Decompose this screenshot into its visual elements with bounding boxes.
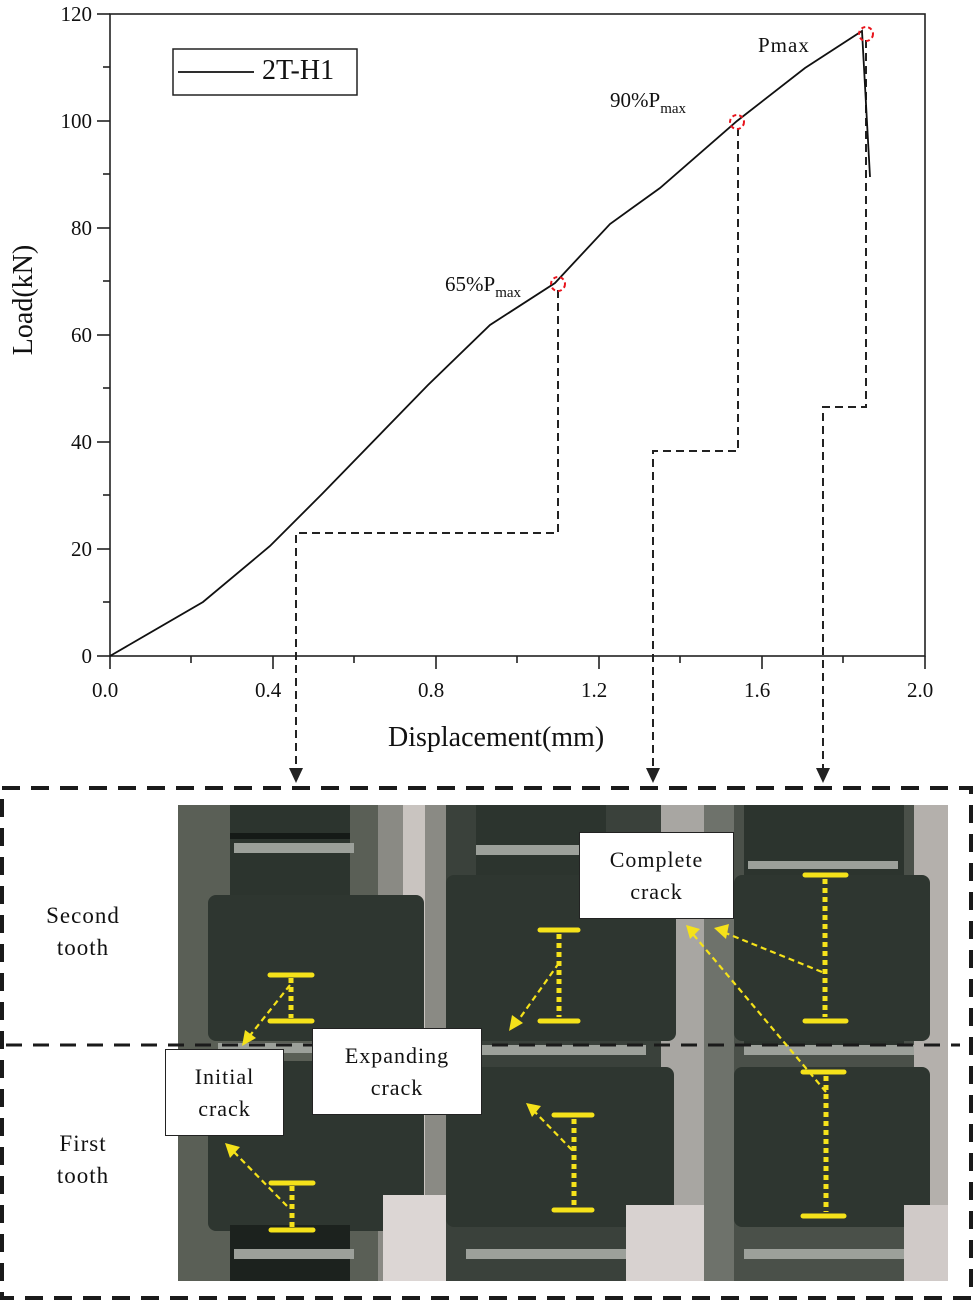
guide-90pmax xyxy=(652,128,739,770)
marker-65pmax xyxy=(550,276,566,292)
x-tick-label: 0.0 xyxy=(92,678,119,702)
y-tick-label: 40 xyxy=(71,430,92,454)
row-label-second-tooth: Second tooth xyxy=(46,903,120,960)
marker-circles xyxy=(550,26,874,292)
y-axis-title: Load(kN) xyxy=(8,244,39,356)
annotation-pmax: Pmax xyxy=(758,33,810,57)
arrow-down-icon xyxy=(646,768,660,783)
x-tick-label: 2.0 xyxy=(907,678,934,702)
x-tick-label: 1.2 xyxy=(581,678,608,702)
x-tick-label: 0.8 xyxy=(418,678,445,702)
guide-lines xyxy=(295,40,867,770)
annotation-90pmax: 90%Pmax xyxy=(610,88,687,117)
marker-90pmax xyxy=(729,114,745,130)
y-tick-label: 60 xyxy=(71,323,92,347)
arrow-down-icon xyxy=(816,768,830,783)
arrow-down-icon xyxy=(289,768,303,783)
callout-complete-crack: Complete crack xyxy=(579,832,734,919)
x-ticks xyxy=(109,656,926,669)
x-tick-label: 0.4 xyxy=(255,678,282,702)
y-tick-label: 120 xyxy=(60,2,93,26)
y-tick-label: 80 xyxy=(71,216,92,240)
y-ticks xyxy=(97,13,110,657)
guide-arrowheads xyxy=(289,768,830,783)
load-displacement-curve xyxy=(109,29,871,657)
y-tick-label: 100 xyxy=(60,109,93,133)
photo-pmax xyxy=(704,805,948,1281)
plot-frame xyxy=(109,13,926,657)
marker-pmax xyxy=(858,26,874,42)
row-label-first-tooth: First tooth xyxy=(56,1131,110,1188)
callout-expanding-crack: Expanding crack xyxy=(312,1028,482,1115)
x-axis-title: Displacement(mm) xyxy=(388,722,605,753)
chart-svg xyxy=(97,13,926,783)
x-tick-label: 1.6 xyxy=(744,678,771,702)
y-tick-label: 20 xyxy=(71,537,92,561)
guide-pmax xyxy=(822,40,867,770)
callout-initial-crack: Initial crack xyxy=(165,1049,284,1136)
legend-label: 2T-H1 xyxy=(262,55,335,86)
y-tick-label: 0 xyxy=(81,644,93,668)
guide-65pmax xyxy=(295,290,559,770)
annotation-65pmax: 65%Pmax xyxy=(445,272,522,301)
